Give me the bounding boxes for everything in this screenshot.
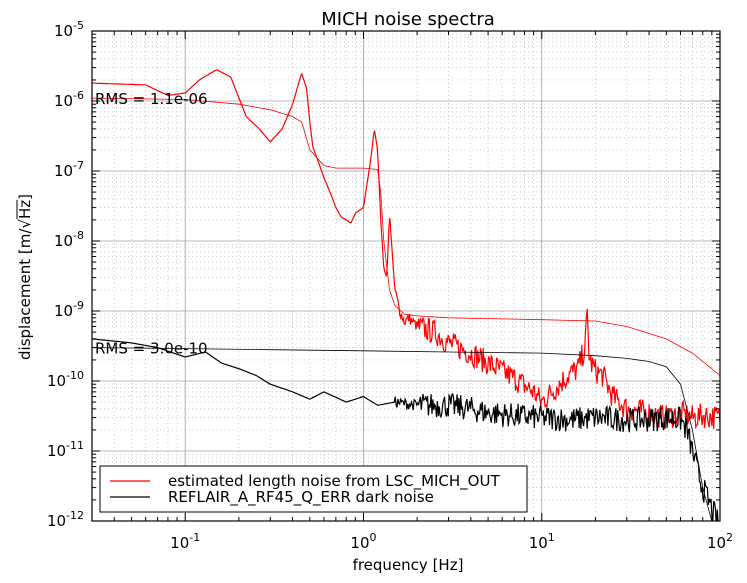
sqrt-sign: √ — [16, 219, 34, 229]
y-axis-label-prefix: displacement [m/ — [16, 228, 34, 360]
x-tick-label: 10-1 — [170, 531, 200, 552]
y-axis-label-suffix: ] — [16, 194, 34, 200]
y-tick-label: 10-12 — [47, 509, 84, 530]
legend-box — [99, 465, 528, 513]
plot-area — [92, 69, 720, 521]
x-tick-label: 100 — [350, 531, 376, 552]
x-tick-labels: 10-1 100 101 102 — [170, 531, 733, 552]
svg-text:displacement [m/√Hz]: displacement [m/√Hz] — [16, 194, 34, 360]
annotations: RMS = 1.1e-06 RMS = 3.0e-10 — [95, 90, 208, 357]
rms-annotation: RMS = 3.0e-10 — [95, 340, 208, 358]
rms-annotation: RMS = 1.1e-06 — [95, 90, 208, 108]
legend-label-reflair-dark-noise: REFLAIR_A_RF45_Q_ERR dark noise — [168, 488, 434, 507]
y-tick-label: 10-10 — [47, 369, 84, 390]
axes-frame — [91, 30, 721, 522]
y-tick-label: 10-8 — [54, 229, 84, 250]
legend: estimated length noise from LSC_MICH_OUT… — [99, 465, 528, 513]
y-axis-label-radicand: Hz — [16, 200, 34, 219]
chart-title: MICH noise spectra — [321, 9, 495, 30]
series-estimated-length-noise-rms — [92, 97, 720, 376]
series-reflair-dark-noise — [92, 338, 719, 521]
x-tick-label: 101 — [529, 531, 555, 552]
y-axis-label: displacement [m/√Hz] — [16, 194, 34, 360]
x-tick-label: 102 — [707, 531, 733, 552]
x-axis-label: frequency [Hz] — [353, 556, 464, 574]
series-reflair-dark-noise-rms — [92, 347, 713, 521]
y-tick-label: 10-5 — [54, 19, 84, 40]
y-tick-label: 10-7 — [54, 159, 84, 180]
y-tick-label: 10-6 — [54, 89, 84, 110]
series-estimated-length-noise — [92, 69, 720, 430]
y-tick-label: 10-11 — [47, 439, 84, 460]
y-tick-label: 10-9 — [54, 299, 84, 320]
ticks — [91, 30, 721, 522]
y-tick-labels: 10-12 10-11 10-10 10-9 10-8 10-7 10-6 10-5 — [47, 19, 84, 530]
legend-label-estimated-length-noise: estimated length noise from LSC_MICH_OUT — [168, 472, 500, 491]
